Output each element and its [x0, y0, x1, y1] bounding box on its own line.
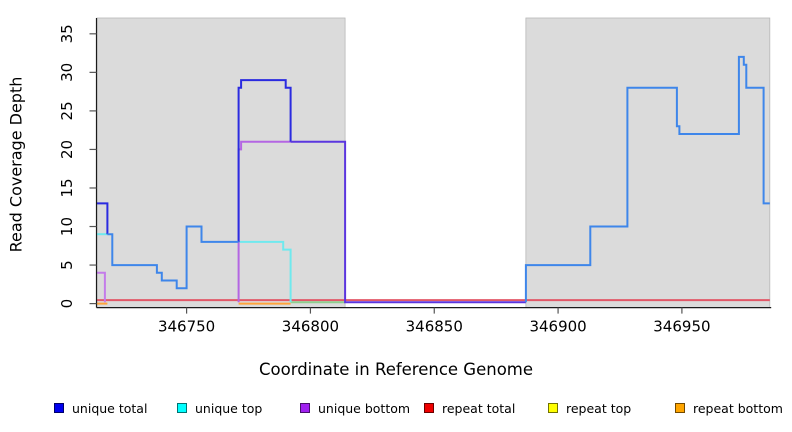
x-tick-label: 346950 [653, 318, 710, 336]
y-tick-label: 10 [58, 217, 76, 236]
legend-label: unique top [195, 400, 263, 416]
shaded-genomic-region [96, 17, 346, 309]
legend-swatch-icon [177, 403, 187, 413]
x-axis-title: Coordinate in Reference Genome [258, 360, 534, 379]
legend-swatch-icon [675, 403, 685, 413]
shaded-genomic-region [525, 17, 771, 309]
y-axis-title: Read Coverage Depth [6, 76, 26, 253]
x-tick-label: 346850 [406, 318, 463, 336]
unique-total-top-overlap-left [107, 225, 239, 290]
legend-label: unique total [72, 400, 148, 416]
chart-legend: unique total unique top unique bottom repea… [0, 399, 792, 419]
y-tick-label: 0 [58, 299, 76, 309]
y-tick-label: 35 [58, 24, 76, 43]
legend-item-repeat-top: repeat top [548, 399, 631, 417]
unique-total-line-left [97, 202, 109, 235]
y-tick-label: 20 [58, 140, 76, 159]
y-tick-label: 5 [58, 260, 76, 270]
legend-swatch-icon [424, 403, 434, 413]
x-tick-label: 346800 [282, 318, 339, 336]
legend-label: unique bottom [318, 400, 411, 416]
legend-swatch-icon [300, 403, 310, 413]
legend-swatch-icon [548, 403, 558, 413]
unique-bottom-line-left [97, 271, 106, 303]
unique-total-top-overlap-right [524, 55, 770, 303]
y-tick-label: 30 [58, 63, 76, 82]
legend-item-unique-top: unique top [177, 399, 262, 417]
legend-label: repeat total [442, 400, 516, 416]
legend-swatch-icon [54, 403, 64, 413]
unique-total-bottom-overlap-line [290, 140, 526, 304]
y-tick-label: 15 [58, 178, 76, 197]
unique-top-line-mid [238, 240, 292, 303]
legend-item-unique-bottom: unique bottom [300, 399, 410, 417]
legend-label: repeat top [566, 400, 632, 416]
legend-item-repeat-total: repeat total [424, 399, 515, 417]
unique-total-spike [237, 79, 292, 242]
legend-label: repeat bottom [693, 400, 783, 416]
legend-item-unique-total: unique total [54, 399, 147, 417]
x-tick-label: 346750 [158, 318, 215, 336]
y-tick-label: 25 [58, 101, 76, 120]
x-tick-label: 346900 [529, 318, 586, 336]
legend-item-repeat-bottom: repeat bottom [675, 399, 783, 417]
coverage-chart: 346750 346800 346850 346900 346950 0 5 10 15 20 25… [58, 17, 772, 336]
